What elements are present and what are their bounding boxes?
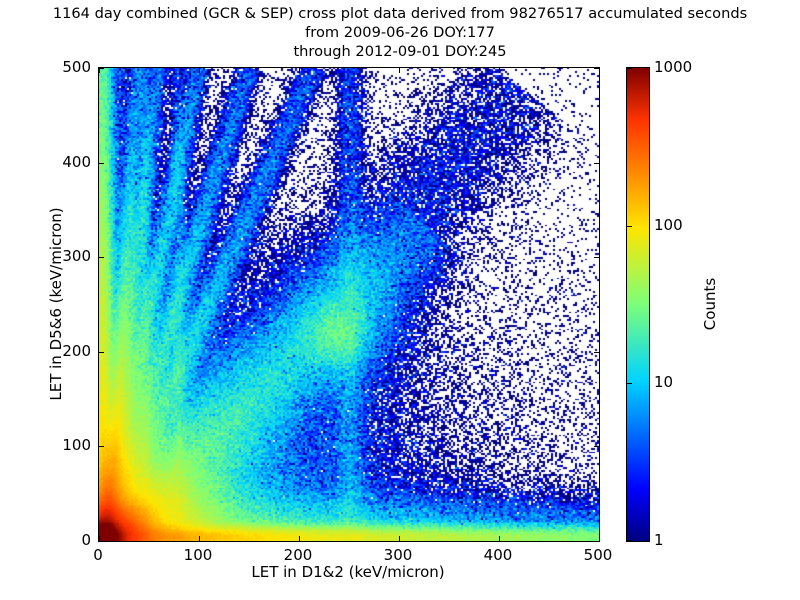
y-tick-right-4	[594, 162, 599, 164]
colorbar-tick-2	[627, 225, 632, 227]
y-tick-label-3: 300	[62, 247, 91, 266]
y-tick-label-2: 200	[62, 341, 91, 360]
y-tick-label-1: 100	[62, 436, 91, 455]
y-axis-label: LET in D5&6 (keV/micron)	[47, 206, 65, 401]
x-tick-bottom-1	[199, 536, 200, 541]
y-tick-left-3	[99, 257, 104, 259]
x-tick-top-2	[299, 68, 300, 73]
colorbar-tick-label-3: 1000	[654, 58, 693, 76]
y-tick-label-4: 400	[62, 152, 91, 171]
y-tick-left-4	[99, 162, 104, 164]
y-tick-label-0: 0	[81, 531, 91, 549]
title-line-1: 1164 day combined (GCR & SEP) cross plot…	[52, 5, 748, 22]
y-tick-left-2	[99, 351, 104, 353]
y-tick-right-5	[594, 68, 599, 69]
colorbar-tick-0	[627, 540, 632, 541]
colorbar-label-wrap: Counts	[700, 67, 720, 540]
y-tick-right-3	[594, 257, 599, 259]
x-tick-top-1	[199, 68, 200, 73]
x-tick-label-5: 500	[583, 546, 613, 564]
colorbar-tick-label-2: 100	[654, 215, 683, 234]
colorbar-tick-label-1: 10	[654, 373, 674, 392]
x-tick-top-4	[499, 68, 500, 73]
y-tick-left-1	[99, 446, 104, 448]
x-axis-label: LET in D1&2 (keV/micron)	[251, 563, 445, 581]
colorbar-tick-3	[627, 68, 632, 69]
x-tick-bottom-3	[399, 536, 400, 541]
x-tick-label-2: 200	[283, 546, 313, 564]
x-tick-bottom-4	[499, 536, 500, 541]
colorbar-tick-1	[627, 383, 632, 385]
x-tick-top-0	[99, 68, 100, 73]
x-tick-bottom-5	[599, 536, 600, 541]
y-tick-left-0	[99, 541, 104, 542]
x-tick-label-4: 400	[483, 546, 513, 564]
plot-title: 1164 day combined (GCR & SEP) cross plot…	[0, 4, 800, 61]
x-tick-top-5	[599, 68, 600, 73]
x-tick-label-1: 100	[183, 546, 213, 564]
x-tick-top-3	[399, 68, 400, 73]
density-heatmap	[99, 68, 599, 541]
plot-axes-frame	[98, 67, 600, 542]
x-tick-bottom-0	[99, 536, 100, 541]
colorbar-gradient	[627, 68, 649, 541]
colorbar	[626, 67, 650, 542]
x-tick-label-0: 0	[93, 546, 103, 564]
colorbar-tick-label-0: 1	[654, 531, 664, 549]
y-tick-label-5: 500	[62, 58, 91, 76]
title-line-2: from 2009-06-26 DOY:177	[305, 24, 495, 41]
y-tick-right-2	[594, 351, 599, 353]
x-tick-label-3: 300	[383, 546, 413, 564]
y-tick-left-5	[99, 68, 104, 69]
y-tick-right-0	[594, 541, 599, 542]
y-axis-label-wrap: LET in D5&6 (keV/micron)	[46, 67, 66, 540]
x-tick-bottom-2	[299, 536, 300, 541]
y-tick-right-1	[594, 446, 599, 448]
colorbar-label: Counts	[701, 277, 719, 330]
title-line-3: through 2012-09-01 DOY:245	[293, 43, 507, 60]
